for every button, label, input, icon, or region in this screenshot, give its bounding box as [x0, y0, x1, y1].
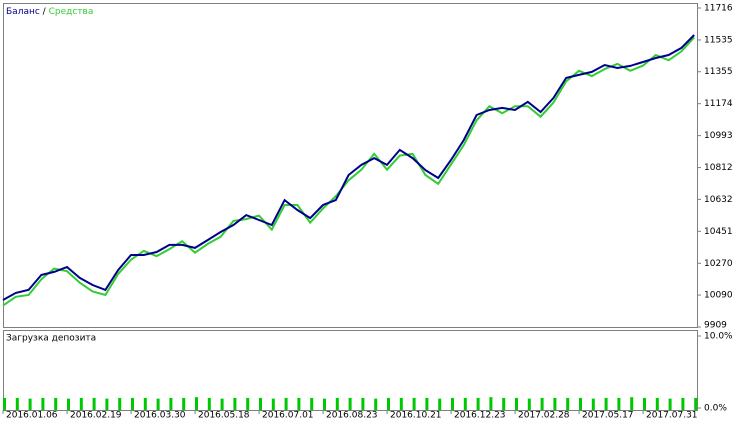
- x-tick-label: 2016.05.18: [198, 411, 250, 421]
- load-bar: [681, 397, 685, 410]
- load-bar: [79, 397, 83, 410]
- load-bar: [438, 398, 442, 410]
- load-bar: [92, 397, 96, 410]
- load-bar: [297, 397, 301, 410]
- legend-entry: Баланс: [6, 7, 40, 17]
- y-tick-label: 10451: [704, 227, 733, 237]
- load-bar: [310, 397, 314, 410]
- load-bar: [387, 397, 390, 410]
- sub-title: Загрузка депозита: [6, 334, 96, 344]
- load-bar: [335, 397, 339, 410]
- legend: Баланс / Средства: [6, 7, 93, 17]
- load-bar: [361, 397, 365, 410]
- x-tick-label: 2016.08.23: [326, 411, 378, 421]
- y-tick-label: 10090: [704, 291, 733, 301]
- load-bar: [182, 397, 186, 410]
- y-tick-label: 11174: [704, 99, 733, 109]
- load-bar: [540, 397, 544, 410]
- x-tick-label: 2016.02.19: [70, 411, 122, 421]
- sub-y-tick-label: 0.0%: [704, 404, 727, 414]
- y-tick-label: 10270: [704, 259, 733, 269]
- y-tick-label: 11355: [704, 67, 733, 77]
- load-bar: [207, 397, 211, 410]
- load-bar: [3, 397, 6, 410]
- load-bar: [655, 397, 659, 410]
- load-bar: [604, 397, 608, 410]
- load-bar: [502, 397, 506, 410]
- load-bar: [131, 397, 134, 410]
- x-tick-label: 2016.01.06: [6, 411, 58, 421]
- load-bar: [54, 397, 58, 410]
- legend-separator: /: [43, 7, 47, 17]
- load-bar: [259, 397, 262, 410]
- y-tick-label: 11716: [704, 4, 733, 14]
- load-bar: [489, 397, 493, 410]
- load-bar: [195, 397, 198, 410]
- load-bar: [15, 397, 19, 410]
- load-bar: [143, 397, 147, 410]
- load-bar: [630, 397, 634, 410]
- load-bar: [220, 398, 224, 410]
- load-bar: [41, 397, 45, 410]
- x-tick-label: 2016.03.30: [134, 411, 186, 421]
- load-bar: [553, 397, 557, 410]
- load-bar: [348, 397, 352, 410]
- load-bar: [566, 397, 570, 410]
- load-bar: [579, 397, 582, 410]
- load-bar: [271, 398, 275, 410]
- load-bar: [246, 397, 250, 410]
- load-bar: [643, 397, 646, 410]
- x-tick-label: 2017.07.31: [646, 411, 698, 421]
- x-tick-label: 2017.05.17: [582, 411, 634, 421]
- series-line: [2, 34, 695, 301]
- y-tick-label: 10993: [704, 131, 733, 141]
- load-bar: [591, 398, 595, 410]
- sub-y-tick-label: 10.0%: [704, 332, 733, 342]
- y-tick-label: 9909: [704, 321, 727, 331]
- load-bar: [284, 397, 288, 410]
- y-tick-label: 11535: [704, 35, 733, 45]
- load-bar: [67, 398, 70, 410]
- load-bar: [515, 397, 518, 410]
- load-bar: [118, 397, 122, 410]
- load-bar: [668, 398, 672, 410]
- x-tick-label: 2016.12.23: [454, 411, 506, 421]
- x-tick-label: 2016.10.21: [390, 411, 442, 421]
- load-bar: [476, 397, 480, 410]
- sub-panel: [3, 330, 698, 411]
- legend-entry: Средства: [49, 7, 94, 17]
- load-bar: [233, 397, 237, 410]
- load-bar: [617, 397, 621, 410]
- main-panel: [3, 3, 698, 328]
- x-tick-label: 2016.07.01: [262, 411, 314, 421]
- x-tick-label: 2017.02.28: [518, 411, 570, 421]
- load-bar: [374, 398, 378, 410]
- load-bar: [156, 398, 160, 410]
- load-bar: [105, 398, 109, 410]
- load-bar: [425, 397, 429, 410]
- y-tick-label: 10812: [704, 163, 733, 173]
- load-bar: [399, 397, 403, 410]
- load-bar: [169, 397, 173, 410]
- load-bar: [28, 398, 32, 410]
- series-line: [2, 36, 695, 307]
- y-tick-label: 10632: [704, 195, 733, 205]
- load-bar: [451, 397, 454, 410]
- load-bar: [463, 397, 467, 410]
- load-bar: [412, 397, 416, 410]
- load-bar: [527, 398, 531, 410]
- load-bar: [323, 398, 326, 410]
- load-bar: [694, 397, 698, 410]
